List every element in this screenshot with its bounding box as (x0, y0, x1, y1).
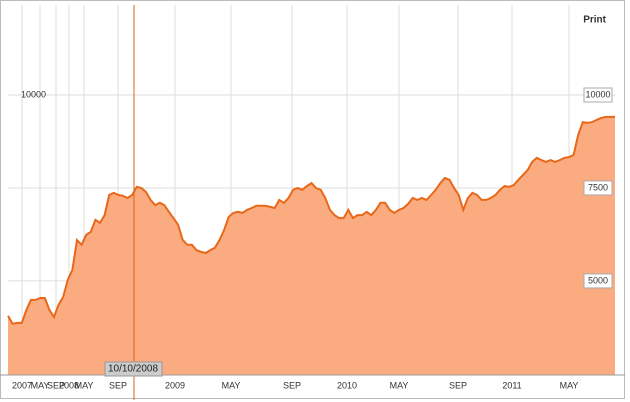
x-tick-label: MAY (222, 380, 241, 390)
line (7, 115, 615, 325)
x-tick-label: MAY (560, 380, 579, 390)
annotation-box (104, 361, 163, 377)
x-tick-label: MAY (390, 380, 409, 390)
x-tick-label: 2008 (59, 380, 79, 390)
annotation: 10/10/2008 (108, 364, 158, 375)
x-tick-label: 2010 (337, 380, 357, 390)
area (8, 116, 615, 376)
x-tick-label: 2011 (502, 380, 521, 390)
x-tick-label: SEP (283, 380, 301, 390)
x-tick-label: 2009 (165, 380, 185, 390)
y-tick-box (583, 87, 613, 103)
y-tick-label-left: 10000 (21, 89, 46, 99)
y-tick-label: 10000 (585, 89, 610, 99)
x-tick-label: SEP (47, 380, 65, 390)
x-tick-label: MAY (31, 380, 50, 390)
y-tick-label: 7500 (588, 182, 608, 192)
y-tick-box (583, 180, 613, 196)
x-tick-label: SEP (449, 380, 467, 390)
x-tick-label: SEP (109, 380, 127, 390)
y-tick-box (583, 273, 613, 289)
x-tick-label: MAY (75, 380, 94, 390)
print-link[interactable]: Print (583, 15, 606, 26)
y-tick-label: 5000 (588, 275, 608, 285)
x-tick-label: 2007 (12, 380, 32, 390)
